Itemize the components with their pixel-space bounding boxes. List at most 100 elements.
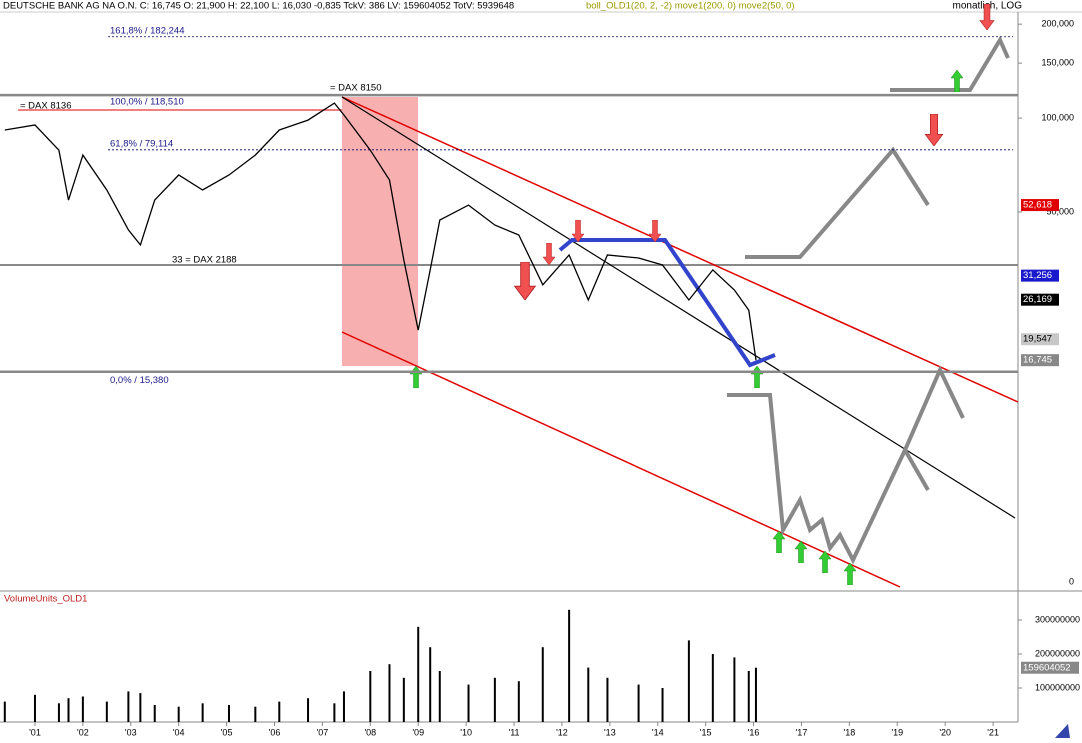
volume-bar	[417, 626, 420, 722]
x-tick-label: '04	[173, 727, 185, 737]
x-tick-label: '12	[556, 727, 568, 737]
volume-bar	[81, 696, 84, 722]
price-line	[4, 102, 757, 361]
x-tick-label: '07	[317, 727, 329, 737]
volume-tag-label: 159604052	[1023, 662, 1071, 673]
price-tag	[1021, 269, 1059, 282]
volume-bar	[153, 705, 156, 722]
annotation: = DAX 8150	[330, 83, 382, 94]
x-tick-label: '06	[269, 727, 281, 737]
volume-bar	[606, 677, 609, 722]
projection	[890, 35, 1010, 92]
price-tag	[1021, 293, 1059, 306]
x-tick-label: '01	[29, 727, 41, 737]
x-tick-label: '15	[700, 727, 712, 737]
volume-tag	[1021, 661, 1079, 674]
x-tick-label: '10	[460, 727, 472, 737]
volume-bar	[67, 698, 70, 722]
volume-bar	[342, 691, 345, 722]
price-tag	[1021, 354, 1059, 367]
volume-bar	[637, 684, 640, 722]
price-tag-label: 52,618	[1023, 200, 1052, 211]
volume-bar	[402, 677, 405, 722]
y-bottom-label: 0	[1069, 576, 1074, 586]
y-tick-label: 200,000	[1041, 19, 1074, 29]
volume-bar	[139, 693, 142, 722]
volume-bar	[33, 694, 36, 722]
volume-bar	[493, 677, 496, 722]
corner-icon[interactable]	[1055, 724, 1070, 738]
price-tag-label: 31,256	[1023, 270, 1052, 281]
volume-bar	[201, 703, 204, 722]
volume-bar	[333, 703, 336, 722]
volume-bar	[747, 671, 750, 722]
volume-bar	[57, 703, 60, 722]
pattern-line	[558, 238, 776, 368]
pane-title: VolumeUnits_OLD1	[4, 594, 87, 605]
x-tick-label: '18	[844, 727, 856, 737]
volume-bar	[541, 647, 544, 722]
channel-lower	[341, 331, 901, 588]
channel-upper	[341, 96, 1019, 403]
y-tick-label: 50,000	[1046, 206, 1074, 216]
header-indicators: boll_OLD1(20, 2, -2) move1(200, 0) move2…	[586, 1, 795, 12]
x-tick-label: '14	[652, 727, 664, 737]
header-title: DEUTSCHE BANK AG NA O.N. C: 16,745 O: 21…	[3, 1, 514, 12]
projections	[727, 35, 1010, 565]
volume-bar	[369, 671, 372, 722]
y-tick-label: 200000000	[1035, 648, 1080, 658]
volume-bar	[429, 647, 432, 722]
annotation: 33 = DAX 2188	[172, 255, 237, 266]
volume-bar	[105, 701, 108, 722]
volume-bar	[438, 671, 441, 722]
volume-bar	[711, 654, 714, 722]
price-tag	[1021, 199, 1059, 212]
level-label: 161,8% / 182,244	[110, 25, 184, 36]
x-tick-label: '03	[125, 727, 137, 737]
y-tick-label: 100,000	[1041, 112, 1074, 122]
x-tick-label: '13	[604, 727, 616, 737]
price-tag-label: 19,547	[1023, 334, 1052, 345]
level-label: 100,0% / 118,510	[110, 97, 184, 108]
volume-bar	[687, 640, 690, 722]
x-tick-label: '16	[748, 727, 760, 737]
x-tick-label: '11	[508, 727, 519, 737]
volume-bar	[254, 706, 257, 722]
volume-bar	[587, 667, 590, 722]
projection	[745, 146, 930, 259]
y-tick-label: 100000000	[1035, 682, 1080, 692]
annotation: = DAX 8136	[20, 101, 72, 112]
volume-bar	[733, 657, 736, 722]
projection	[727, 365, 965, 565]
x-tick-label: '17	[796, 727, 808, 737]
projection	[903, 449, 930, 491]
price-tag	[1021, 333, 1059, 346]
price-tag-label: 16,745	[1023, 355, 1052, 366]
y-tick-label: 300000000	[1035, 614, 1080, 624]
x-tick-label: '02	[77, 727, 89, 737]
volume-bar	[127, 691, 130, 722]
level-label: 61,8% / 79,114	[110, 138, 173, 149]
x-tick-label: '05	[221, 727, 233, 737]
x-tick-label: '09	[412, 727, 424, 737]
volume-bar	[388, 664, 391, 722]
x-tick-label: '08	[364, 727, 376, 737]
x-tick-label: '21	[987, 727, 999, 737]
volume-bar	[568, 609, 571, 722]
volume-bar	[227, 705, 230, 722]
volume-bar	[177, 706, 180, 722]
price-tag-label: 26,169	[1023, 294, 1052, 305]
volume-bar	[3, 701, 6, 722]
volume-bar	[278, 701, 281, 722]
volume-bar	[754, 667, 757, 722]
volume-bar	[307, 698, 310, 722]
y-tick-label: 150,000	[1041, 58, 1074, 68]
level-label: 0,0% / 15,380	[110, 375, 169, 386]
x-tick-label: '20	[939, 727, 951, 737]
highlight-zone	[342, 97, 418, 366]
volume-bar	[467, 684, 470, 722]
x-tick-label: '19	[891, 727, 903, 737]
volume-bar	[517, 681, 520, 722]
volume-bar	[661, 688, 664, 722]
